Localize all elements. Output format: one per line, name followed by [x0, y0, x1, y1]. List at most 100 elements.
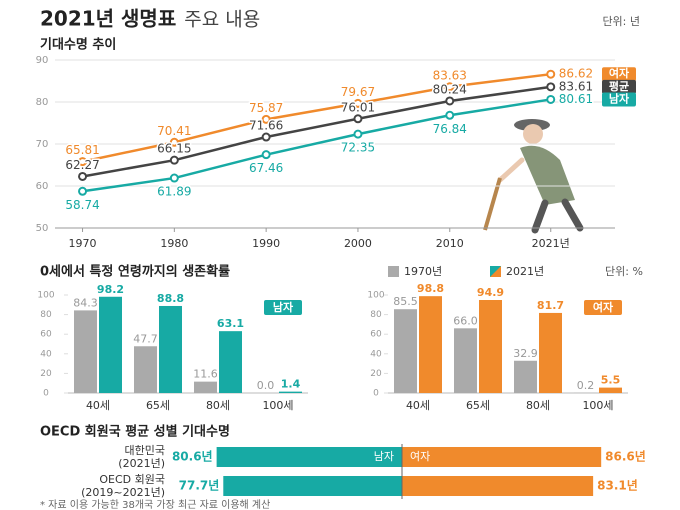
y-tick-label: 70: [36, 139, 49, 150]
y-tick-label: 0: [43, 389, 49, 399]
bar: [514, 360, 537, 393]
legend-label: 남자: [609, 91, 630, 105]
bar: [419, 296, 442, 393]
point: [169, 137, 179, 147]
x-tick-label: 40세: [406, 399, 430, 412]
y-tick-label: 60: [370, 330, 382, 340]
data-label: 88.8: [157, 292, 184, 305]
bar: [216, 447, 402, 467]
data-label: 58.74: [65, 198, 99, 212]
y-tick-label: 0: [373, 389, 379, 399]
data-label: 47.7: [133, 332, 158, 345]
point: [353, 129, 363, 139]
category-label: OECD 회원국: [99, 473, 165, 486]
x-tick-label: 100세: [262, 399, 293, 412]
legend-label: 2021년: [506, 265, 544, 278]
point: [445, 110, 455, 120]
x-tick-label: 80세: [526, 399, 550, 412]
section-title: 기대수명 추이: [40, 37, 116, 53]
data-label: 83.61: [559, 79, 593, 93]
title-light: 주요 내용: [184, 9, 260, 31]
data-label: 67.46: [249, 161, 283, 175]
y-tick-label: 40: [370, 349, 382, 359]
data-label: 11.6: [193, 368, 218, 381]
data-label: 5.5: [601, 374, 621, 387]
bar: [454, 328, 477, 393]
point: [546, 69, 556, 79]
x-tick-label: 2021년: [532, 237, 570, 250]
legend-label: 1970년: [404, 265, 442, 278]
point: [353, 98, 363, 108]
data-label: 63.1: [217, 317, 244, 330]
point: [261, 150, 271, 160]
data-label: 98.2: [97, 283, 124, 296]
legend-box: [602, 79, 636, 94]
point: [261, 132, 271, 142]
unit: 단위: 년: [602, 15, 640, 28]
data-label: 79.67: [341, 85, 375, 99]
x-tick-label: 80세: [206, 399, 230, 412]
data-label: 80.24: [433, 82, 467, 96]
data-label: 1.4: [281, 378, 301, 391]
x-tick-label: 1990: [252, 237, 280, 250]
data-label: 76.01: [341, 100, 375, 114]
illustration: [483, 119, 584, 234]
y-tick-label: 90: [36, 55, 49, 66]
data-label: 86.6년: [605, 450, 646, 464]
data-label: 85.5: [393, 295, 418, 308]
y-tick-label: 80: [36, 97, 49, 108]
point: [78, 157, 88, 167]
data-label: 65.81: [65, 143, 99, 157]
y-tick-label: 20: [40, 369, 52, 379]
title: 2021년 생명표: [40, 7, 176, 31]
series-label: 남자: [374, 450, 394, 463]
point: [546, 82, 556, 92]
data-label: 75.87: [249, 101, 283, 115]
y-tick-label: 60: [40, 330, 52, 340]
data-label: 76.84: [433, 122, 467, 136]
bar: [219, 331, 242, 393]
x-tick-label: 40세: [86, 399, 110, 412]
y-tick-label: 80: [40, 310, 52, 320]
y-tick-label: 100: [367, 291, 384, 301]
data-label: 61.89: [157, 185, 191, 199]
x-tick-label: 1980: [160, 237, 188, 250]
data-label: 94.9: [477, 286, 504, 299]
bar: [479, 299, 502, 393]
bar: [539, 312, 562, 393]
data-label: 66.15: [157, 142, 191, 156]
point: [78, 171, 88, 181]
series-label: 여자: [410, 450, 430, 463]
series-line: [82, 85, 551, 178]
x-tick-label: 65세: [146, 399, 170, 412]
bar: [223, 476, 402, 496]
group-label: 여자: [593, 300, 614, 314]
unit: 단위: %: [605, 265, 643, 278]
series-line: [82, 72, 551, 163]
bar: [402, 476, 594, 496]
data-label: 0.0: [257, 379, 275, 392]
point: [445, 96, 455, 106]
legend-label: 평균: [609, 79, 629, 93]
data-label: 80.61: [559, 92, 593, 106]
point: [445, 82, 455, 92]
section-title: OECD 회원국 평균 성별 기대수명: [40, 424, 230, 440]
y-tick-label: 60: [36, 181, 49, 192]
x-tick-label: 100세: [582, 399, 613, 412]
group-label: 남자: [273, 300, 294, 314]
bar: [134, 346, 157, 393]
data-label: 62.27: [65, 158, 99, 172]
data-label: 70.41: [157, 124, 191, 138]
category-label: 대한민국: [125, 444, 165, 457]
section-title: 0세에서 특정 연령까지의 생존확률: [40, 264, 230, 280]
footnote: * 자료 이용 가능한 38개국 가장 최근 자료 이용해 계산: [40, 498, 270, 510]
legend-box: [602, 67, 636, 82]
point: [169, 173, 179, 183]
series-line: [82, 98, 551, 193]
data-label: 72.35: [341, 141, 375, 155]
legend-box: [602, 92, 636, 107]
bar: [402, 447, 602, 467]
data-label: 83.63: [433, 68, 467, 82]
